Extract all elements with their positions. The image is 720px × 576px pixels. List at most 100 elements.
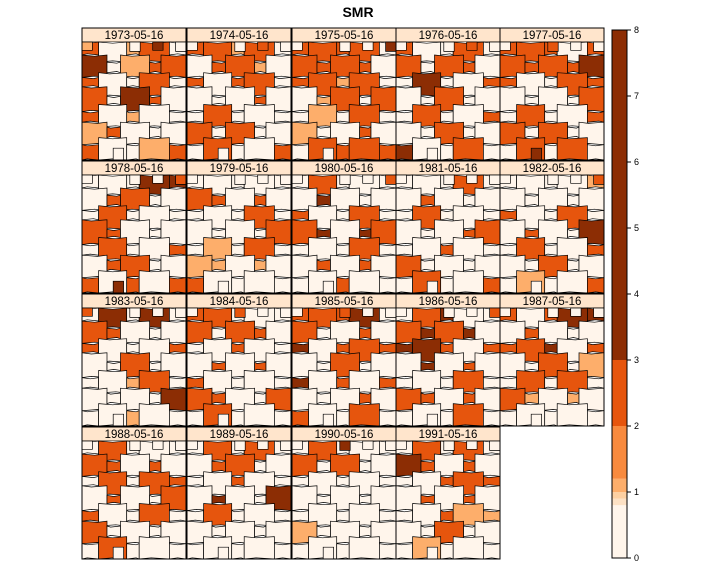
- panel-border: [81, 293, 187, 427]
- county-region: [186, 174, 198, 184]
- county-region: [274, 510, 292, 522]
- county-region: [152, 307, 164, 317]
- county-region: [385, 174, 397, 185]
- county-region: [211, 392, 226, 405]
- county-region: [379, 111, 397, 123]
- county-region: [587, 277, 605, 294]
- county-region: [426, 546, 438, 560]
- county-region: [440, 475, 454, 487]
- county-region: [169, 342, 187, 354]
- county-region: [362, 307, 374, 317]
- county-region: [499, 342, 517, 354]
- county-region: [126, 277, 140, 294]
- county-region: [106, 494, 121, 504]
- county-region: [544, 76, 558, 88]
- county-region: [274, 244, 292, 256]
- county-region: [169, 144, 187, 161]
- county-region: [463, 126, 476, 139]
- county-region: [186, 342, 204, 354]
- county-region: [149, 126, 162, 139]
- county-region: [175, 440, 187, 451]
- county-region: [291, 475, 309, 487]
- county-region: [524, 194, 539, 207]
- colorbar-band: [612, 478, 627, 492]
- county-region: [81, 244, 99, 256]
- county-region: [524, 327, 539, 340]
- county-region: [489, 307, 501, 318]
- county-region: [186, 277, 204, 294]
- county-region: [420, 61, 435, 74]
- county-region: [231, 510, 245, 522]
- county-region: [452, 536, 484, 560]
- county-region: [274, 209, 292, 221]
- county-region: [348, 403, 380, 427]
- county-region: [362, 440, 374, 450]
- county-region: [126, 244, 140, 256]
- county-region: [339, 307, 351, 318]
- colorbar-band: [612, 426, 627, 479]
- county-region: [291, 244, 309, 256]
- panel-1988-05-16: 1988-05-16: [81, 426, 187, 560]
- county-region: [570, 307, 582, 317]
- county-region: [359, 95, 372, 106]
- county-region: [395, 307, 407, 317]
- county-region: [186, 307, 198, 317]
- county-region: [499, 244, 517, 256]
- county-region: [524, 126, 539, 139]
- county-region: [395, 111, 413, 123]
- county-region: [530, 280, 542, 294]
- county-region: [316, 460, 331, 473]
- county-region: [211, 460, 226, 473]
- county-region: [440, 277, 454, 294]
- county-region: [452, 403, 484, 427]
- county-region: [463, 194, 476, 207]
- panel-border: [499, 27, 605, 161]
- county-region: [106, 392, 121, 405]
- county-region: [483, 342, 501, 354]
- panel-label: 1981-05-16: [419, 163, 478, 175]
- county-region: [186, 410, 204, 427]
- county-region: [420, 327, 435, 340]
- county-region: [254, 126, 267, 139]
- county-region: [169, 277, 187, 294]
- county-region: [254, 494, 267, 505]
- county-region: [440, 144, 454, 161]
- county-region: [254, 327, 267, 340]
- county-region: [567, 194, 580, 207]
- county-region: [254, 525, 267, 538]
- county-region: [234, 41, 246, 52]
- county-region: [126, 342, 140, 354]
- county-region: [544, 277, 558, 294]
- county-region: [126, 377, 140, 389]
- county-region: [280, 307, 292, 318]
- colorbar: 0 1 2 3 4 5 6 7 8: [611, 25, 639, 563]
- county-region: [316, 95, 331, 105]
- county-region: [359, 61, 372, 74]
- county-region: [420, 228, 435, 238]
- county-region: [359, 361, 372, 372]
- county-region: [211, 525, 226, 538]
- county-region: [359, 327, 372, 340]
- county-region: [499, 277, 517, 294]
- county-region: [231, 209, 245, 221]
- panel-label: 1973-05-16: [105, 30, 164, 42]
- county-region: [544, 244, 558, 256]
- colorbar-band: [612, 492, 627, 499]
- county-region: [463, 327, 476, 340]
- county-region: [211, 61, 226, 74]
- county-region: [291, 209, 309, 221]
- county-region: [483, 144, 501, 161]
- county-region: [316, 61, 331, 74]
- panel-border: [81, 160, 187, 294]
- county-region: [359, 460, 372, 473]
- county-region: [593, 41, 605, 52]
- county-region: [420, 194, 435, 207]
- colorbar-tick-label: 8: [634, 25, 639, 35]
- panel-1975-05-16: 1975-05-16: [291, 27, 397, 161]
- county-region: [231, 342, 245, 354]
- county-region: [395, 144, 413, 161]
- panel-1989-05-16: 1989-05-16: [186, 426, 292, 560]
- county-region: [426, 280, 438, 294]
- county-region: [483, 244, 501, 256]
